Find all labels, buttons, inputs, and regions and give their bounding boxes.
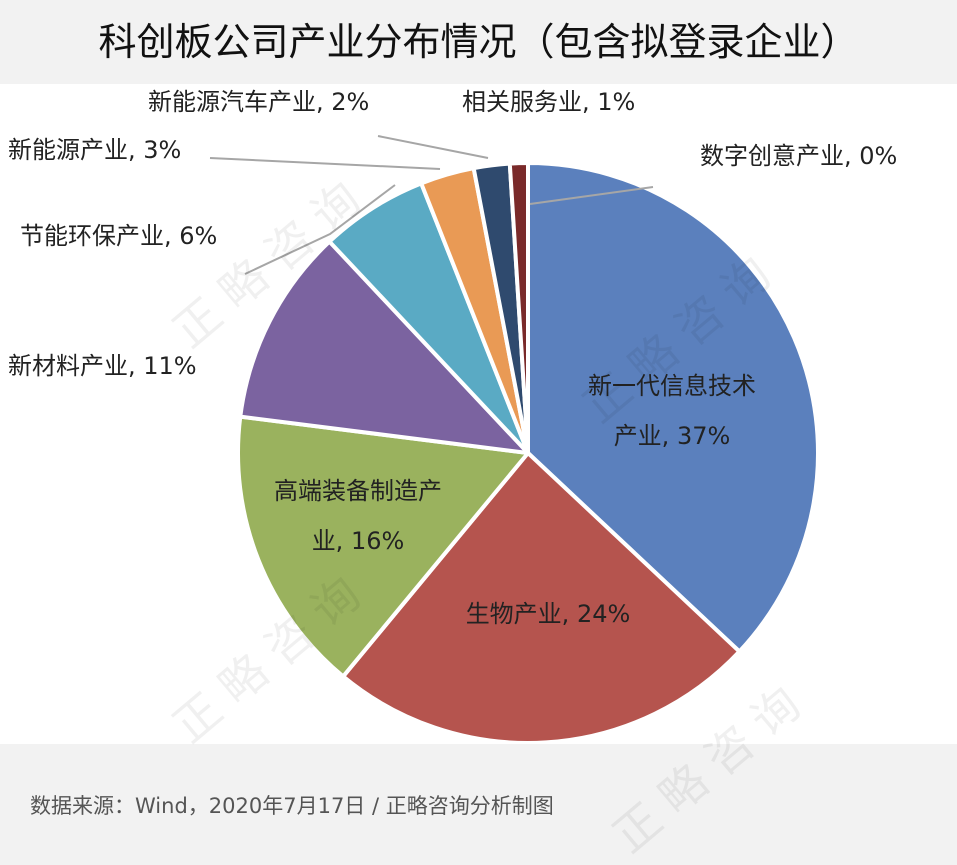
slice-label: 生物产业, 24% [466,600,631,628]
source-note: 数据来源：Wind，2020年7月17日 / 正略咨询分析制图 [30,794,554,818]
slice-label: 相关服务业, 1% [462,88,635,116]
slice-label: 新能源产业, 3% [8,136,181,164]
leader-line [244,184,396,275]
chart-title: 科创板公司产业分布情况（包含拟登录企业） [0,0,957,84]
slice-label: 新材料产业, 11% [8,352,197,380]
pie-slice [507,160,530,455]
pie-chart: 新一代信息技术产业, 37% 生物产业, 24% 高端装备制造产业, 16% 新材料产… [8,88,897,744]
slice-label: 节能环保产业, 6% [20,222,217,250]
pie-slice [341,451,742,744]
pie-slice [236,414,530,679]
slice-label: 新能源汽车产业, 2% [148,88,369,116]
plot-area: 新一代信息技术产业, 37% 生物产业, 24% 高端装备制造产业, 16% 新材料产… [0,84,957,744]
slice-label: 高端装备制造产业, 16% [274,477,442,555]
slice-label: 数字创意产业, 0% [700,142,897,170]
pie-slice [526,161,820,654]
leader-line [209,157,441,170]
slice-label: 新一代信息技术产业, 37% [588,372,756,450]
leader-line [377,135,489,159]
leader-line [529,186,654,205]
pie-slice [238,239,530,455]
